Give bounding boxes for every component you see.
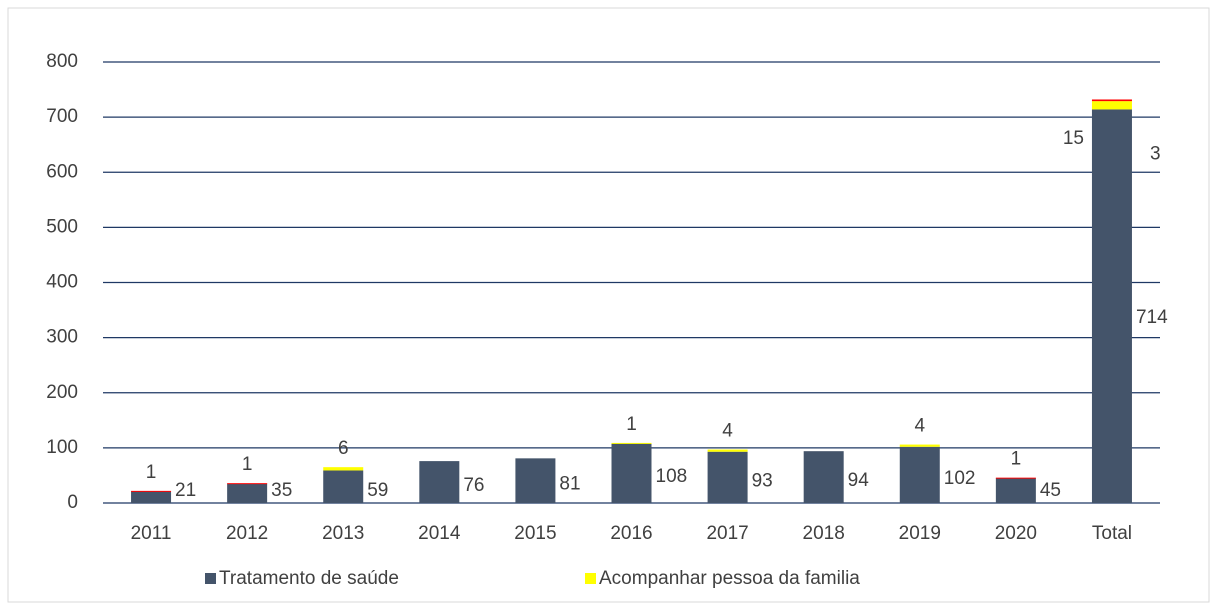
data-label: 45	[1040, 480, 1061, 501]
bar-segment	[419, 461, 460, 503]
data-label: 714	[1136, 307, 1168, 328]
y-tick-label: 0	[67, 492, 78, 513]
legend-swatch	[585, 573, 596, 584]
x-tick-label: 2018	[803, 523, 845, 544]
data-label: 76	[463, 475, 484, 496]
y-tick-label: 600	[46, 161, 78, 182]
bar-segment	[515, 458, 556, 503]
data-label: 15	[1063, 128, 1084, 149]
bar-segment	[227, 483, 268, 485]
data-label: 4	[914, 416, 925, 437]
y-tick-label: 300	[46, 327, 78, 348]
bar-segment	[803, 451, 844, 503]
y-tick-label: 100	[46, 437, 78, 458]
y-tick-label: 500	[46, 216, 78, 237]
data-label: 4	[722, 421, 733, 442]
legend-label: Acompanhar pessoa da familia	[599, 568, 860, 589]
x-tick-label: 2019	[899, 523, 941, 544]
x-tick-label: 2016	[610, 523, 652, 544]
x-tick-label: 2014	[418, 523, 461, 544]
y-tick-label: 200	[46, 382, 78, 403]
bar-segment	[707, 449, 748, 452]
data-label: 94	[848, 470, 870, 491]
x-tick-label: 2013	[322, 523, 364, 544]
x-tick-label: 2015	[514, 523, 556, 544]
x-tick-label: Total	[1092, 523, 1132, 544]
data-label: 6	[338, 438, 349, 459]
legend-swatch	[205, 573, 216, 584]
x-tick-label: 2017	[706, 523, 748, 544]
bar-segment	[323, 470, 364, 503]
data-label: 1	[1011, 449, 1022, 470]
data-label: 93	[752, 470, 773, 491]
bar-segment	[1091, 99, 1132, 102]
bar-segment	[899, 444, 940, 447]
data-label: 1	[146, 462, 157, 483]
bar-segment	[131, 491, 172, 503]
bar-segment	[1091, 101, 1132, 110]
data-label: 108	[656, 466, 688, 487]
data-label: 3	[1150, 144, 1161, 165]
x-tick-label: 2020	[995, 523, 1037, 544]
y-tick-label: 400	[46, 272, 78, 293]
x-tick-label: 2011	[131, 523, 172, 544]
bar-segment	[995, 477, 1036, 479]
bar-segment	[995, 478, 1036, 503]
data-label: 35	[271, 480, 292, 501]
data-label: 59	[367, 480, 388, 501]
data-label: 1	[242, 454, 253, 475]
chart-frame	[7, 7, 1210, 603]
data-label: 81	[559, 474, 580, 495]
bar-segment	[611, 442, 652, 444]
y-tick-label: 700	[46, 106, 78, 127]
bar-segment	[323, 467, 364, 471]
bar-segment	[611, 443, 652, 503]
x-tick-label: 2012	[226, 523, 268, 544]
data-label: 102	[944, 468, 976, 489]
bar-segment	[227, 483, 268, 503]
data-label: 1	[626, 414, 637, 435]
bar-segment	[899, 446, 940, 503]
y-tick-label: 800	[46, 51, 78, 72]
data-label: 21	[175, 480, 196, 501]
bar-segment	[707, 451, 748, 503]
bar-segment	[131, 490, 172, 492]
bar-segment	[1091, 109, 1132, 503]
legend-label: Tratamento de saúde	[219, 568, 399, 589]
